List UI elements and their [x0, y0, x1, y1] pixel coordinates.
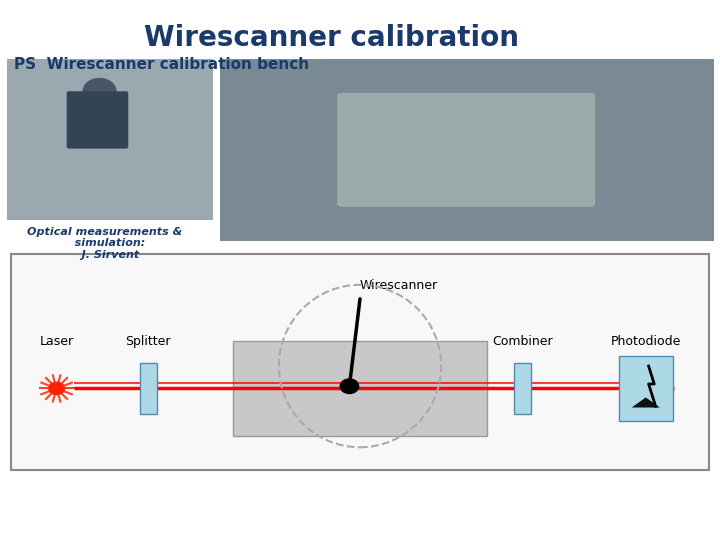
Text: Emiliano Piselli: Emiliano Piselli [313, 515, 407, 528]
Text: Combiner: Combiner [492, 335, 553, 348]
Circle shape [341, 379, 359, 394]
FancyBboxPatch shape [67, 91, 128, 148]
FancyBboxPatch shape [619, 356, 672, 421]
Text: PS  Wirescanner calibration bench: PS Wirescanner calibration bench [14, 57, 310, 72]
FancyBboxPatch shape [233, 341, 487, 436]
Text: Photodiode: Photodiode [611, 335, 681, 348]
Text: Splitter: Splitter [125, 335, 171, 348]
FancyBboxPatch shape [338, 94, 595, 206]
Circle shape [49, 382, 64, 395]
FancyBboxPatch shape [11, 254, 709, 470]
Text: Wirescanner: Wirescanner [360, 279, 438, 292]
Text: CERN: CERN [652, 38, 677, 46]
Polygon shape [631, 397, 660, 408]
Text: 10/03/2016: 10/03/2016 [14, 515, 86, 528]
Text: 17: 17 [688, 515, 706, 528]
Text: Wirescanner calibration: Wirescanner calibration [144, 24, 518, 52]
FancyBboxPatch shape [514, 363, 531, 414]
Text: Optical measurements &
   simulation:
   J. Sirvent: Optical measurements & simulation: J. Si… [27, 227, 182, 260]
FancyBboxPatch shape [140, 363, 157, 414]
Circle shape [83, 78, 116, 104]
Text: Laser: Laser [40, 335, 73, 348]
